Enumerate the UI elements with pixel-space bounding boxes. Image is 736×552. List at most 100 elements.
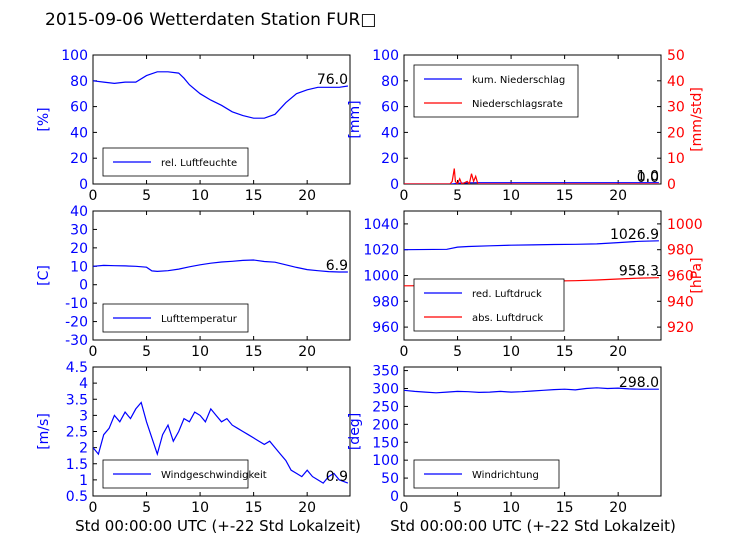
y-tick-label: 80 bbox=[381, 74, 399, 90]
last-value-label: 6.9 bbox=[326, 258, 348, 274]
x-tick-label: 5 bbox=[142, 500, 151, 516]
legend-label: red. Luftdruck bbox=[472, 289, 542, 300]
y-tick-label: 0.5 bbox=[66, 489, 88, 505]
y-tick-label: 50 bbox=[381, 471, 399, 487]
y-tick-label: 960 bbox=[372, 320, 399, 336]
chart-panel-temperature: 0 5 10 15 20 -30 -20 -10 0 10 20 30 40 [C] Lufttempera… bbox=[36, 204, 351, 360]
chart-panel-wind_speed: 0 5 10 15 20 0.511.522.533.544.5 [m/s] Windgesc… bbox=[36, 360, 351, 516]
y-tick-label: 30 bbox=[70, 222, 88, 238]
plot-frame bbox=[92, 210, 351, 341]
y-axis-label: [deg] bbox=[347, 413, 363, 450]
y2-axis-label: [hPa] bbox=[689, 257, 705, 293]
y-tick-label: 40 bbox=[381, 125, 399, 141]
x-tick-label: 10 bbox=[502, 188, 520, 204]
last-value-label-2: 0.0 bbox=[637, 170, 659, 186]
y-tick-label: 250 bbox=[372, 399, 399, 415]
legend-label: abs. Luftdruck bbox=[472, 313, 543, 324]
last-value-label-2: 958.3 bbox=[619, 264, 659, 280]
x-tick-label: 15 bbox=[556, 188, 574, 204]
y-tick-label: -10 bbox=[65, 296, 88, 312]
last-value-label: 298.0 bbox=[619, 375, 659, 391]
x-tick-label: 20 bbox=[298, 188, 316, 204]
x-tick-label: 0 bbox=[400, 188, 409, 204]
x-tick-label: 15 bbox=[556, 344, 574, 360]
y-tick-label: 2 bbox=[79, 441, 88, 457]
y2-tick-label: 20 bbox=[667, 125, 685, 141]
y-tick-label: 300 bbox=[372, 382, 399, 398]
x-tick-label: 10 bbox=[191, 344, 209, 360]
y2-tick-label: 1000 bbox=[667, 217, 703, 233]
y-tick-label: 40 bbox=[70, 125, 88, 141]
series-line-0 bbox=[404, 387, 659, 394]
y-tick-label: 3 bbox=[79, 408, 88, 424]
y-tick-label: 980 bbox=[372, 294, 399, 310]
legend-label: rel. Luftfeuchte bbox=[161, 158, 237, 169]
last-value-label: 1.0 bbox=[637, 169, 659, 185]
y-tick-label: 1.5 bbox=[66, 457, 88, 473]
legend: Lufttemperatur bbox=[102, 303, 249, 333]
y-tick-label: 0 bbox=[390, 489, 399, 505]
last-value-label: 0.9 bbox=[326, 469, 348, 485]
chart-panel-humidity: 0 5 10 15 20 0 20 40 60 80 100 [%] rel. Luftfeuchte 7… bbox=[36, 48, 351, 204]
y-tick-label: 4.5 bbox=[66, 360, 88, 376]
y-tick-label: 3.5 bbox=[66, 392, 88, 408]
x-tick-label: 15 bbox=[245, 344, 263, 360]
legend-box bbox=[413, 64, 579, 118]
y-tick-label: 1 bbox=[79, 473, 88, 489]
x-tick-label: 5 bbox=[453, 500, 462, 516]
series-line-0 bbox=[93, 71, 348, 119]
x-tick-label: 0 bbox=[89, 500, 98, 516]
legend: rel. Luftfeuchte bbox=[102, 147, 249, 177]
chart-title: 2015-09-06 Wetterdaten Station FUR□ bbox=[45, 10, 376, 30]
legend: Windrichtung bbox=[413, 459, 560, 489]
x-tick-label: 5 bbox=[142, 188, 151, 204]
y-tick-label: 10 bbox=[70, 259, 88, 275]
x-tick-label: 20 bbox=[298, 500, 316, 516]
series-line-1 bbox=[404, 168, 659, 184]
y-tick-label: 0 bbox=[79, 278, 88, 294]
y-tick-label: 20 bbox=[70, 241, 88, 257]
plot-frame bbox=[92, 54, 351, 185]
y-tick-label: 2.5 bbox=[66, 425, 88, 441]
x-axis-label-right: Std 00:00:00 UTC (+-22 Std Lokalzeit) bbox=[390, 517, 676, 535]
x-tick-label: 0 bbox=[89, 344, 98, 360]
x-tick-label: 0 bbox=[400, 500, 409, 516]
x-tick-label: 20 bbox=[609, 344, 627, 360]
legend: kum. Niederschlag Niederschlagsrate bbox=[413, 64, 579, 118]
y2-tick-label: 30 bbox=[667, 100, 685, 116]
y-tick-label: 350 bbox=[372, 364, 399, 380]
y2-tick-label: 10 bbox=[667, 151, 685, 167]
legend-box bbox=[413, 278, 565, 332]
x-tick-label: 0 bbox=[89, 188, 98, 204]
legend-label: kum. Niederschlag bbox=[472, 75, 565, 86]
y2-tick-label: 980 bbox=[667, 243, 694, 259]
y-tick-label: 20 bbox=[70, 151, 88, 167]
y2-axis-label: [mm/std] bbox=[689, 87, 705, 152]
legend-label: Lufttemperatur bbox=[161, 314, 238, 325]
y-tick-label: 60 bbox=[381, 100, 399, 116]
y-tick-label: 0 bbox=[390, 177, 399, 193]
x-tick-label: 10 bbox=[191, 500, 209, 516]
legend-label: Windrichtung bbox=[472, 470, 539, 481]
y2-tick-label: 40 bbox=[667, 74, 685, 90]
y-axis-label: [mm] bbox=[347, 100, 363, 138]
x-tick-label: 10 bbox=[502, 344, 520, 360]
y2-tick-label: 960 bbox=[667, 269, 694, 285]
x-axis-label-left: Std 00:00:00 UTC (+-22 Std Lokalzeit) bbox=[75, 517, 361, 535]
y2-tick-label: 920 bbox=[667, 320, 694, 336]
series-line-0 bbox=[404, 240, 659, 251]
legend-label: Windgeschwindigkeit bbox=[161, 470, 267, 481]
y-axis-label: [C] bbox=[36, 265, 52, 286]
legend-label: Niederschlagsrate bbox=[472, 99, 563, 110]
x-tick-label: 5 bbox=[453, 344, 462, 360]
x-tick-label: 15 bbox=[245, 500, 263, 516]
y-tick-label: 1020 bbox=[363, 243, 399, 259]
x-tick-label: 10 bbox=[502, 500, 520, 516]
y-tick-label: 1040 bbox=[363, 217, 399, 233]
y-tick-label: 20 bbox=[381, 151, 399, 167]
y-tick-label: 100 bbox=[61, 48, 88, 64]
x-tick-label: 15 bbox=[245, 188, 263, 204]
y-tick-label: -30 bbox=[65, 333, 88, 349]
y-tick-label: -20 bbox=[65, 315, 88, 331]
